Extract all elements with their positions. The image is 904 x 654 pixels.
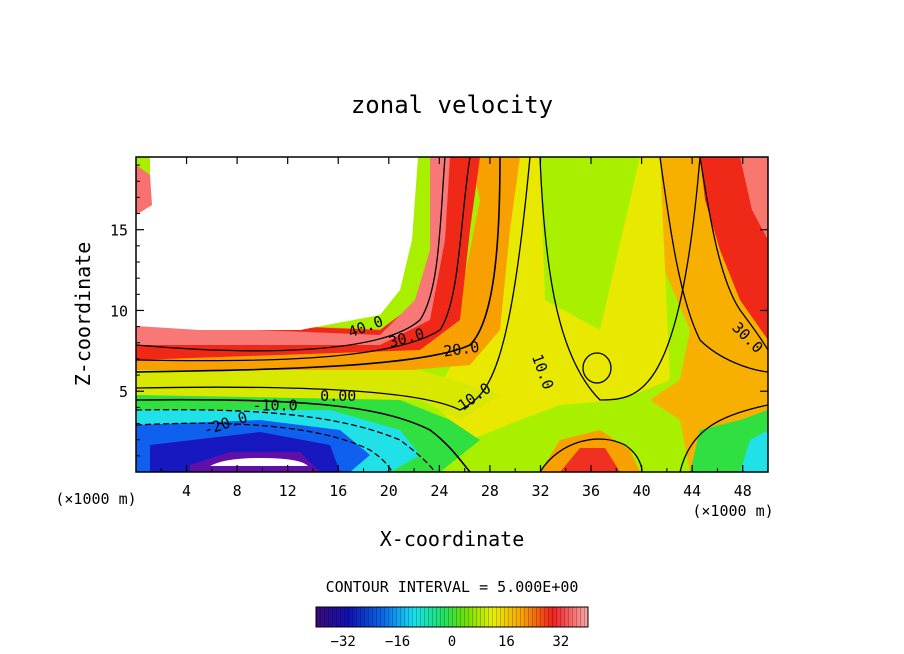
x-tick-label: 44 — [683, 482, 701, 500]
chart-title: zonal velocity — [351, 91, 553, 119]
contour-line-10a — [136, 157, 531, 411]
colorbar-frame — [315, 606, 589, 628]
colorbar-tick-label: 0 — [448, 634, 456, 650]
y-tick-label: 10 — [110, 302, 128, 320]
x-axis-label: X-coordinate — [380, 527, 525, 551]
plot-area — [136, 157, 768, 472]
masked-region-bottom — [210, 458, 308, 466]
contour-lines — [136, 157, 768, 472]
contour-line-20 — [136, 157, 501, 373]
contour-closed-bottom-center — [539, 438, 643, 472]
field-band-yellow-lower — [136, 370, 500, 420]
colorbar-tick-label: 16 — [498, 634, 515, 650]
contour-label: 0.00 — [320, 387, 356, 405]
contour-line-right-20 — [659, 157, 768, 373]
x-tick-label: 8 — [233, 482, 242, 500]
x-tick-label: 28 — [481, 482, 499, 500]
x-tick-label: 36 — [582, 482, 600, 500]
colorbar-ticks: −32 −16 0 16 32 — [331, 634, 570, 650]
contour-line-right-30 — [699, 157, 768, 351]
field-band-pink-right — [740, 157, 768, 240]
masked-region-upper-left — [136, 157, 418, 330]
plot-frame — [135, 156, 769, 473]
colorbar — [315, 606, 589, 628]
x-tick-label: 32 — [531, 482, 549, 500]
contour-line-10b — [539, 157, 701, 401]
x-tick-label: 20 — [380, 482, 398, 500]
colorbar-tick-label: −32 — [331, 634, 356, 650]
contour-interval-text: CONTOUR INTERVAL = 5.000E+00 — [326, 578, 579, 596]
colorbar-tick-label: −16 — [385, 634, 410, 650]
colorbar-tick-label: 32 — [552, 634, 569, 650]
x-tick-label: 12 — [279, 482, 297, 500]
x-unit-right: (×1000 m) — [692, 502, 773, 520]
contour-line-0 — [136, 398, 471, 472]
contour-closed-green — [582, 352, 612, 384]
x-tick-label: 24 — [430, 482, 448, 500]
y-axis-label: Z-coordinate — [71, 242, 95, 387]
colorbar-stripes — [316, 607, 588, 627]
field-band-red-bottom-center — [560, 448, 620, 472]
x-tick-label: 16 — [329, 482, 347, 500]
x-tick-label: 48 — [734, 482, 752, 500]
y-tick-label: 15 — [110, 222, 128, 240]
contour-label: -10.0 — [252, 397, 297, 415]
contour-line-neg20 — [136, 422, 393, 472]
x-tick-label: 4 — [182, 482, 191, 500]
contour-line-neg10 — [136, 409, 436, 472]
contour-line-40 — [136, 157, 446, 352]
y-tick-label: 5 — [119, 383, 128, 401]
contour-line-right-bottom — [679, 404, 768, 472]
x-axis-ticks: 4 8 12 16 20 24 28 32 36 40 44 48 — [160, 157, 752, 500]
field-band-pink-left-edge — [136, 165, 152, 215]
contour-line-30 — [136, 157, 471, 362]
contour-label: 20.0 — [442, 338, 480, 361]
field-band-cyan-bottom-right — [740, 430, 768, 472]
x-tick-label: 40 — [633, 482, 651, 500]
y-axis-ticks: 5 10 15 — [110, 164, 768, 457]
x-unit-left: (×1000 m) — [55, 490, 136, 508]
